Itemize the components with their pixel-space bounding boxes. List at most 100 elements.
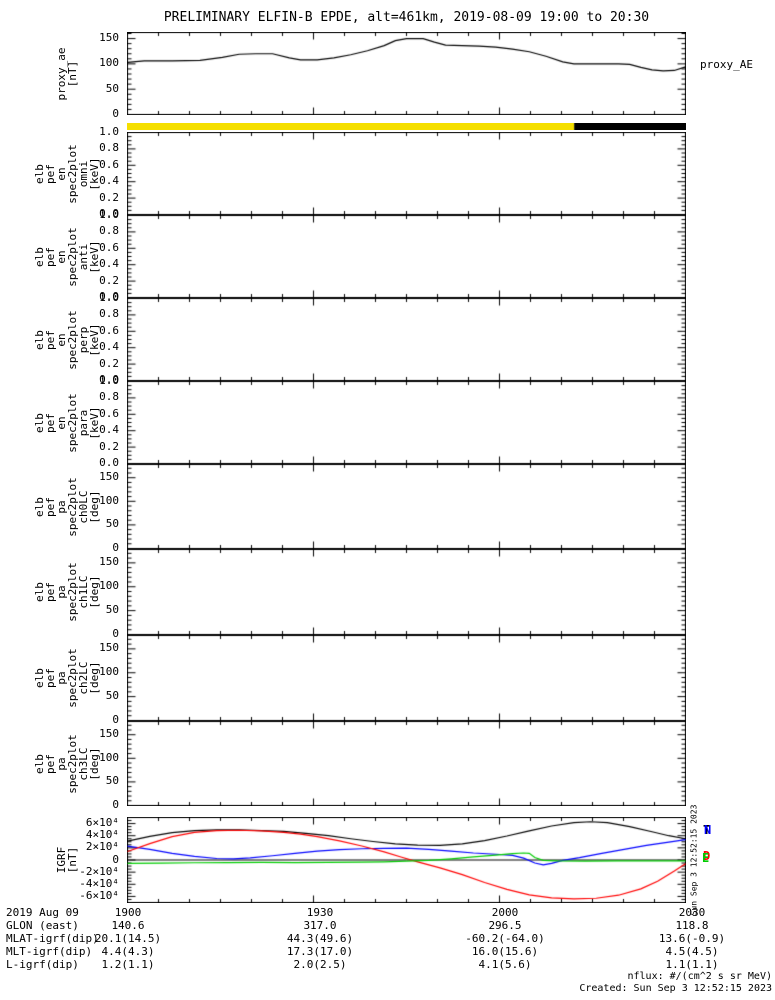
- mlt-value: 16.0(15.6): [471, 945, 539, 958]
- y-tick-label: -2×10⁴: [79, 864, 119, 878]
- pa-spec-ch1-canvas: [127, 549, 686, 635]
- panel-igrf: IGRF [nT] -6×10⁴ -4×10⁴ -2×10⁴ 0 2×10⁴ 4×10⁴ 6…: [55, 805, 711, 916]
- y-tick-label: 50: [105, 517, 119, 531]
- y-tick-label: 0.8: [99, 390, 119, 404]
- y-tick-label: 0: [112, 852, 119, 866]
- mlt-value: 4.5(4.5): [665, 945, 719, 958]
- y-tick-label: 0: [112, 541, 119, 554]
- time-tick-label: 2000: [491, 906, 519, 919]
- y-tick-label: 150: [99, 555, 119, 569]
- y-tick-label: 100: [99, 665, 119, 679]
- y-tick-label: 0.6: [99, 157, 119, 171]
- y-tick-label: 0.0: [99, 373, 119, 386]
- y-tick-label: 0.2: [99, 273, 119, 287]
- igrf-plot-canvas: [127, 817, 686, 903]
- y-tick-label: 0.8: [99, 141, 119, 155]
- igrf-legend-north: N: [704, 823, 712, 837]
- y-tick-label: 0: [112, 627, 119, 640]
- panel-proxy-ae: proxy_ae [nT] 0 50 100 150 proxy_AE: [55, 32, 753, 120]
- pa-spec-ch0-canvas: [127, 464, 686, 549]
- pa-spec-ch0-y-tick-labels: 0 50 100 150: [61, 464, 121, 554]
- y-tick-label: 150: [99, 470, 119, 484]
- y-tick-label: 100: [99, 750, 119, 764]
- panel-pa-spec-ch2: elb pef pa spec2plot ch2LC [deg] 0 50 100 1…: [33, 635, 686, 726]
- bottom-axis-annotations: 2019 Aug 09 1900 1930 2000 2030 GLON (ea…: [0, 906, 775, 971]
- panel-en-spec-omni: elb pef en spec2plot omni [keV] 0.0 0.2 0.…: [33, 126, 686, 220]
- mlt-value: 4.4(4.3): [101, 945, 155, 958]
- glon-value: 140.6: [111, 919, 145, 932]
- pa-spec-ch3-y-tick-labels: 0 50 100 150: [61, 721, 121, 811]
- lshell-value: 1.1(1.1): [665, 958, 719, 971]
- en-spec-anti-canvas: [127, 215, 686, 298]
- en-spec-omni-y-tick-labels: 0.0 0.2 0.4 0.6 0.8 1.0: [61, 126, 121, 220]
- igrf-legend-total: T: [703, 823, 711, 837]
- mlat-value: 20.1(14.5): [94, 932, 162, 945]
- lshell-value: 2.0(2.5): [293, 958, 347, 971]
- panel-pa-spec-ch3: elb pef pa spec2plot ch3LC [deg] 0 50 100 1…: [33, 721, 686, 811]
- y-tick-label: 0: [112, 713, 119, 726]
- y-tick-label: 1.0: [99, 374, 119, 387]
- mlat-value: 13.6(-0.9): [658, 932, 726, 945]
- created-timestamp: Created: Sun Sep 3 12:52:15 2023: [579, 983, 772, 994]
- y-tick-label: 150: [99, 727, 119, 741]
- axis-row-mlt: MLT-igrf(dip) 4.4(4.3) 17.3(17.0) 16.0(1…: [0, 945, 775, 958]
- y-tick-label: 0: [112, 107, 119, 120]
- time-tick-label: 1930: [306, 906, 334, 919]
- y-tick-label: 50: [105, 689, 119, 703]
- footer-notes: nflux: #/(cm^2 s sr MeV) Created: Sun Se…: [579, 971, 772, 995]
- axis-row-mlat: MLAT-igrf(dip) 20.1(14.5) 44.3(49.6) -60…: [0, 932, 775, 945]
- y-tick-label: 50: [105, 81, 119, 95]
- pa-spec-ch1-y-tick-labels: 0 50 100 150: [61, 549, 121, 640]
- en-spec-perp-canvas: [127, 298, 686, 381]
- y-tick-label: 0: [112, 798, 119, 811]
- plot-title: PRELIMINARY ELFIN-B EPDE, alt=461km, 201…: [163, 10, 650, 25]
- axis-row-mlat-label: MLAT-igrf(dip): [6, 932, 99, 945]
- y-tick-label: 0.8: [99, 224, 119, 238]
- y-tick-label: 0.2: [99, 356, 119, 370]
- en-spec-anti-y-tick-labels: 0.0 0.2 0.4 0.6 0.8 1.0: [61, 209, 121, 303]
- mlat-value: 44.3(49.6): [286, 932, 354, 945]
- proxy-ae-plot-canvas: [127, 32, 686, 115]
- y-tick-label: 1.0: [99, 291, 119, 304]
- axis-row-lshell-label: L-igrf(dip): [6, 958, 79, 971]
- axis-row-glon-label: GLON (east): [6, 919, 79, 932]
- axis-row-mlt-label: MLT-igrf(dip): [6, 945, 93, 958]
- y-tick-label: 6×10⁴: [85, 816, 119, 830]
- y-tick-label: 0.6: [99, 240, 119, 254]
- glon-value: 118.8: [675, 919, 709, 932]
- pa-spec-ch2-canvas: [127, 635, 686, 721]
- y-tick-label: -4×10⁴: [79, 876, 119, 890]
- y-tick-label: 0.8: [99, 307, 119, 321]
- y-tick-label: 100: [99, 579, 119, 593]
- mlt-value: 17.3(17.0): [286, 945, 354, 958]
- pa-spec-ch3-canvas: [127, 721, 686, 806]
- proxy-ae-line-label: proxy_AE: [700, 58, 753, 71]
- y-tick-label: 0.6: [99, 323, 119, 337]
- y-tick-label: 0.4: [99, 257, 119, 271]
- glon-value: 317.0: [303, 919, 337, 932]
- panel-pa-spec-ch1: elb pef pa spec2plot ch1LC [deg] 0 50 100 1…: [33, 549, 686, 640]
- time-tick-label: 1900: [114, 906, 142, 919]
- en-spec-omni-canvas: [127, 132, 686, 215]
- y-tick-label: 0.4: [99, 174, 119, 188]
- en-spec-para-canvas: [127, 381, 686, 464]
- en-spec-para-y-tick-labels: 0.0 0.2 0.4 0.6 0.8 1.0: [61, 375, 121, 469]
- axis-row-date: 2019 Aug 09 1900 1930 2000 2030: [0, 906, 775, 919]
- y-tick-label: 0.2: [99, 439, 119, 453]
- y-tick-label: 0.2: [99, 190, 119, 204]
- y-tick-label: 150: [99, 31, 119, 45]
- availability-bar-canvas: [127, 123, 686, 130]
- nflux-units-note: nflux: #/(cm^2 s sr MeV): [627, 971, 773, 982]
- panel-en-spec-anti: elb pef en spec2plot anti [keV] 0.0 0.2 0.…: [33, 209, 686, 303]
- y-tick-label: 0.6: [99, 406, 119, 420]
- axis-row-date-label: 2019 Aug 09: [6, 906, 79, 919]
- igrf-legend-east: E: [702, 851, 710, 865]
- y-tick-label: 0.4: [99, 340, 119, 354]
- y-tick-label: 0.0: [99, 207, 119, 220]
- igrf-legend: T N D E: [702, 817, 723, 903]
- panel-en-spec-para: elb pef en spec2plot para [keV] 0.0 0.2 0.…: [33, 375, 686, 469]
- lshell-value: 1.2(1.1): [101, 958, 155, 971]
- y-tick-label: 50: [105, 603, 119, 617]
- y-tick-label: 50: [105, 774, 119, 788]
